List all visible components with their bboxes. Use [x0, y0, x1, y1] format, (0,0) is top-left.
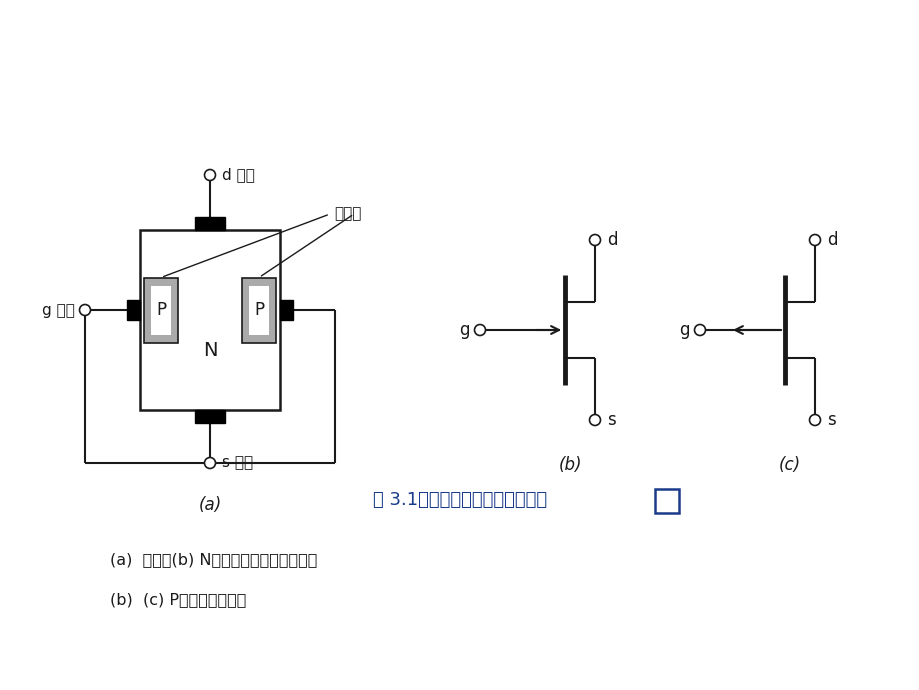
Text: d 漏极: d 漏极 [221, 168, 255, 182]
Text: g: g [459, 321, 470, 339]
Text: s: s [826, 411, 834, 429]
Text: (c): (c) [778, 456, 800, 474]
Text: s 源极: s 源极 [221, 455, 253, 471]
Bar [127, 300, 140, 320]
Text: g 栅极: g 栅极 [42, 302, 75, 317]
Text: (b): (b) [558, 456, 581, 474]
Bar [140, 230, 279, 410]
Text: s: s [607, 411, 615, 429]
Circle shape [474, 324, 485, 335]
Circle shape [204, 457, 215, 469]
Circle shape [809, 415, 820, 426]
Text: N: N [202, 340, 217, 359]
Circle shape [589, 415, 600, 426]
Text: P: P [155, 301, 166, 319]
Text: d: d [826, 231, 836, 249]
Text: (a): (a) [199, 496, 221, 514]
Bar [195, 217, 225, 230]
Circle shape [589, 235, 600, 246]
Bar [654, 489, 678, 513]
Text: P: P [254, 301, 264, 319]
Circle shape [79, 304, 90, 315]
Circle shape [809, 235, 820, 246]
Circle shape [204, 170, 215, 181]
Bar [242, 277, 276, 342]
Bar [195, 410, 225, 423]
Bar [144, 277, 177, 342]
Bar [151, 286, 171, 335]
Bar [279, 300, 292, 320]
Text: d: d [607, 231, 617, 249]
Bar [249, 286, 268, 335]
Text: (a)  结构；(b) N沟道结型场效应管符号；: (a) 结构；(b) N沟道结型场效应管符号； [110, 553, 317, 567]
Text: 耗尽层: 耗尽层 [334, 206, 361, 221]
Circle shape [694, 324, 705, 335]
Text: (b)  (c) P沟道结型场效应: (b) (c) P沟道结型场效应 [110, 593, 246, 607]
Text: g: g [679, 321, 689, 339]
Text: 图 3.1结型场效应管结构与符号图: 图 3.1结型场效应管结构与符号图 [372, 491, 547, 509]
